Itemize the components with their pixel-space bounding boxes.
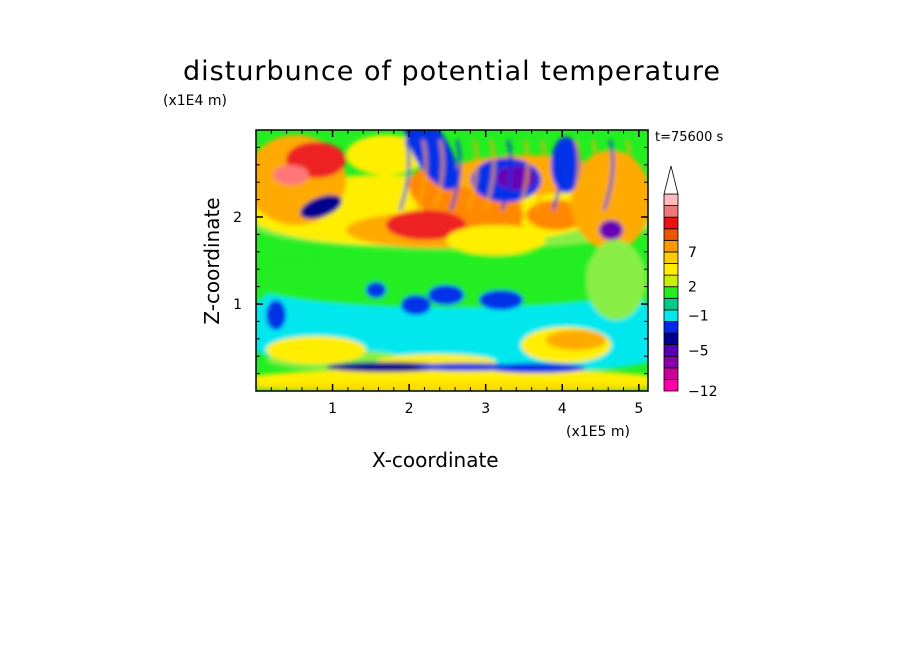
contour-region [366,282,386,298]
x-axis-label: X-coordinate [372,448,499,472]
contour-region [479,290,523,310]
colorbar-tick-label: 2 [688,280,697,296]
time-label: t=75600 s [655,130,724,145]
colorbar-swatch [663,379,679,392]
contour-region [401,295,431,315]
plot-frame [255,129,649,392]
contour-region [256,382,648,391]
wave-streak [466,139,479,211]
contour-region [266,336,366,364]
contour-region [599,220,623,240]
contour-region [386,210,466,240]
colorbar-swatch [663,239,679,253]
colorbar-tick-label: −5 [688,343,709,359]
colorbar-swatch [663,193,679,206]
wave-streak [449,139,462,211]
wave-streak [585,139,598,211]
wave-streak [619,139,632,211]
colorbar-extend-arrow [663,165,679,195]
wave-streak [602,139,615,211]
contour-region [326,362,446,372]
contour-region [551,137,581,193]
colorbar-swatch [663,286,679,299]
colorbar-swatch [663,367,679,380]
field-contours [256,130,648,391]
colorbar-swatch [663,344,679,357]
x-tick-label: 3 [481,401,490,417]
wave-streak [432,139,445,211]
wave-streak [568,139,581,211]
y-tick-label: 1 [233,297,242,313]
x-tick-label: 5 [634,401,643,417]
x-axis: 1 2 3 4 5 [270,130,643,417]
contour-region [266,300,286,330]
wave-streak [398,139,411,211]
colorbar-swatch [663,205,679,218]
contour-region [300,194,342,220]
contour-region [546,330,606,350]
wave-streak [551,139,564,211]
colorbar-tick-label: −1 [688,309,709,325]
x-tick-label: 1 [328,401,337,417]
wave-streak [415,139,428,211]
contour-region [273,165,309,185]
colorbar-swatch [663,332,679,346]
colorbar-swatch [663,216,679,230]
colorbar-swatch [663,228,679,241]
colorbar-swatch [663,297,679,311]
colorbar-swatch [663,309,679,322]
contour-region [446,225,546,255]
colorbar-swatch [663,274,679,288]
y-tick-label: 2 [233,210,242,226]
wave-streak [483,139,496,211]
wave-streak [534,139,547,211]
colorbar-swatch [663,355,679,369]
x-tick-label: 4 [558,401,567,417]
wave-streak [517,139,530,211]
contour-region [428,285,464,305]
wave-streak [500,139,513,211]
contour-region [496,166,536,190]
y-axis: 12 [233,146,648,375]
x-axis-unit: (x1E5 m) [566,424,630,440]
colorbar: −12−5−127 [663,165,718,400]
colorbar-tick-label: −12 [688,384,718,400]
colorbar-swatch [663,321,679,334]
colorbar-swatch [663,263,679,276]
plot-area [256,130,648,391]
x-tick-label: 2 [405,401,414,417]
chart-title: disturbunce of potential temperature [183,56,721,87]
contour-region [486,363,586,373]
colorbar-tick-label: 7 [688,245,697,261]
y-axis-unit: (x1E4 m) [163,93,227,109]
contour-region [586,240,646,320]
contour-region [256,252,648,308]
colorbar-swatch [663,251,679,264]
